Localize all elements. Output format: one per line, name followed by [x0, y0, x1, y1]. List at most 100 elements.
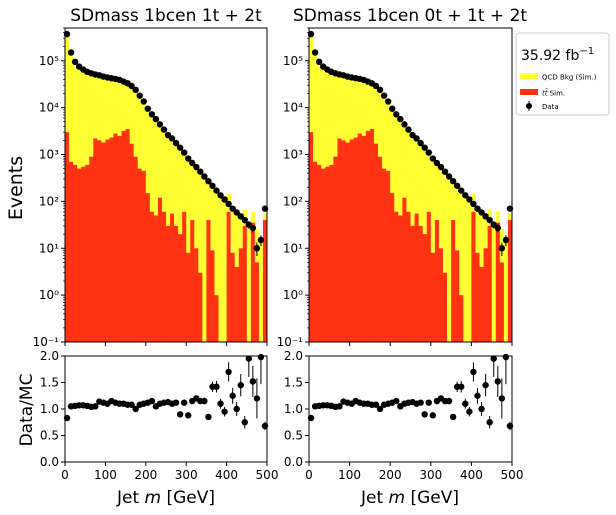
qcd-bar	[507, 213, 513, 221]
ratio-plot: 0.0 0.5 1.0 1.5 2.0 0 100 200 300 400 500	[40, 349, 279, 482]
y-tick-label: 10¹	[283, 241, 303, 255]
ratio-point	[470, 368, 477, 376]
ttbar-bar	[442, 272, 448, 342]
ttbar-bar	[357, 133, 363, 342]
data-point	[180, 149, 188, 156]
ratio-point	[201, 397, 208, 405]
ttbar-bar	[365, 130, 371, 342]
ttbar-bar	[81, 166, 86, 342]
legend-label-qcd: QCD Bkg (Sim.)	[542, 74, 597, 82]
ratio-y-tick-label: 0.5	[40, 429, 59, 443]
ratio-point	[237, 381, 244, 389]
qcd-bar	[483, 213, 488, 249]
qcd-bar	[109, 77, 114, 138]
x-axis-label: Jet m [GeV]	[360, 488, 459, 508]
ttbar-bar	[125, 129, 130, 342]
ttbar-bar	[170, 213, 175, 342]
qcd-bar	[451, 179, 456, 221]
ttbar-bar	[418, 225, 423, 342]
qcd-bar	[414, 138, 419, 214]
qcd-bar	[121, 80, 126, 131]
x-axis-label-unit: [GeV]	[405, 488, 459, 508]
data-point	[71, 58, 79, 66]
legend-marker-data	[526, 103, 532, 109]
ratio-point	[490, 355, 497, 362]
qcd-bar	[258, 237, 264, 342]
data-point	[156, 121, 164, 128]
qcd-bar	[467, 200, 472, 342]
qcd-bar	[475, 206, 480, 253]
data-point	[311, 49, 319, 56]
qcd-bar	[386, 101, 391, 171]
data-point	[486, 216, 493, 224]
data-point	[67, 49, 75, 56]
panel-title: SDmass 1bcen 0t + 1t + 2t	[293, 6, 527, 26]
ratio-point	[376, 405, 384, 413]
lumi-exponent: −1	[579, 46, 594, 57]
qcd-bar	[105, 76, 110, 140]
data-point	[502, 236, 510, 244]
x-axis-label: Jet m [GeV]	[116, 488, 215, 508]
ratio-y-tick-label: 0.0	[284, 455, 303, 469]
ttbar-bar	[73, 164, 78, 342]
qcd-bar	[125, 81, 130, 130]
ttbar-bar	[313, 161, 318, 342]
ttbar-bar	[182, 211, 187, 342]
qcd-bar	[398, 119, 403, 216]
data-point	[389, 105, 396, 112]
ttbar-bar	[361, 135, 367, 342]
ttbar-bar	[507, 220, 513, 342]
ttbar-bar	[97, 140, 102, 342]
data-point	[441, 168, 449, 175]
data-point	[405, 126, 412, 133]
qcd-bar	[337, 73, 342, 139]
ratio-point	[213, 383, 220, 390]
ttbar-bar	[109, 137, 114, 342]
ratio-y-tick-label: 1.5	[284, 376, 303, 390]
data-point	[462, 192, 469, 199]
y-axis-label-ratio: Data/MC	[17, 374, 37, 447]
ttbar-bar	[325, 166, 330, 342]
qcd-bar	[206, 179, 211, 221]
qcd-bar	[89, 73, 94, 157]
qcd-bar	[190, 162, 195, 221]
x-tick-label: 300	[419, 468, 442, 482]
ttbar-bar	[479, 266, 484, 342]
main-axes-frame	[64, 27, 268, 343]
x-tick-label: 100	[338, 468, 361, 482]
data-point	[372, 82, 380, 90]
y-tick-label: 10⁴	[283, 101, 303, 115]
ratio-point	[462, 400, 469, 407]
ratio-point	[249, 378, 257, 385]
qcd-bar	[214, 191, 219, 296]
ratio-point	[372, 401, 380, 408]
qcd-bar	[186, 158, 191, 253]
ttbar-bar	[451, 220, 456, 342]
ttbar-bar	[341, 140, 346, 342]
ratio-point	[449, 413, 457, 421]
lumi-value: 35.92 fb	[521, 48, 579, 64]
qcd-bar	[117, 79, 122, 136]
qcd-bar	[406, 129, 411, 212]
qcd-bar	[438, 167, 444, 249]
ttbar-bar	[69, 161, 74, 342]
ratio-point	[253, 395, 261, 402]
ttbar-bar	[414, 213, 419, 342]
ttbar-bar	[455, 250, 460, 342]
ttbar-bar	[373, 143, 379, 342]
qcd-bar	[234, 211, 240, 267]
ttbar-bar	[174, 225, 179, 342]
qcd-bar	[317, 62, 322, 165]
data-point	[144, 105, 152, 112]
ttbar-bar	[349, 139, 354, 342]
ttbar-bar	[430, 252, 436, 342]
x-tick-label: 200	[379, 468, 402, 482]
ratio-point	[502, 353, 510, 361]
data-point	[445, 173, 453, 180]
qcd-bar	[166, 135, 171, 226]
ratio-point	[225, 368, 232, 376]
ratio-point	[458, 383, 465, 390]
data-point	[257, 236, 265, 244]
qcd-bar	[222, 200, 227, 342]
ttbar-bar	[487, 225, 492, 342]
